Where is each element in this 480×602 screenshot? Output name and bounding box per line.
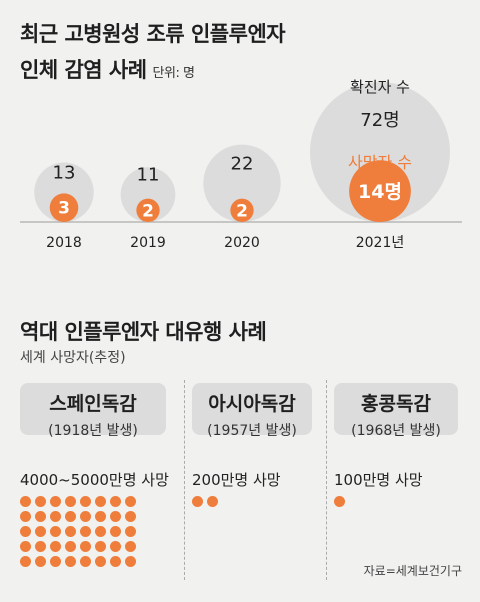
death-value-label: 2 bbox=[236, 201, 248, 221]
pandemic-2-name: 아시아독감 bbox=[208, 393, 296, 415]
category-label: 2018 bbox=[46, 235, 82, 251]
divider-1 bbox=[184, 380, 185, 580]
death-dot bbox=[80, 496, 91, 507]
death-dot bbox=[207, 496, 218, 507]
death-dot bbox=[80, 526, 91, 537]
death-dot bbox=[50, 556, 61, 567]
death-dot bbox=[20, 556, 31, 567]
pandemic-1-year: (1918년 발생) bbox=[48, 423, 138, 439]
death-dot bbox=[50, 496, 61, 507]
death-bubble bbox=[230, 198, 254, 222]
category-label: 2020 bbox=[224, 235, 260, 251]
pandemic-2-deaths: 200만명 사망 bbox=[192, 471, 281, 489]
confirmed-bubble bbox=[120, 167, 176, 222]
death-dot bbox=[95, 556, 106, 567]
confirmed-value-label: 13 bbox=[53, 162, 76, 183]
death-value-label: 2 bbox=[142, 201, 154, 221]
chart-title-line2: 인체 감염 사례 단위: 명 bbox=[20, 54, 195, 84]
pandemic-title: 역대 인플루엔자 대유행 사례 bbox=[20, 320, 267, 344]
confirmed-bubble bbox=[203, 144, 281, 222]
death-dot bbox=[65, 541, 76, 552]
death-dot bbox=[35, 541, 46, 552]
death-dot bbox=[110, 496, 121, 507]
death-dot bbox=[35, 526, 46, 537]
pandemic-2-year: (1957년 발생) bbox=[207, 423, 297, 439]
chart-title-line1: 최근 고병원성 조류 인플루엔자 bbox=[20, 22, 286, 46]
death-dot bbox=[65, 511, 76, 522]
confirmed-value-label: 11 bbox=[137, 165, 160, 186]
confirmed-legend-label: 확진자 수 bbox=[350, 78, 410, 96]
pandemic-1-header: 스페인독감 (1918년 발생) bbox=[20, 383, 166, 439]
category-label: 2021년 bbox=[356, 235, 405, 251]
death-dot bbox=[125, 496, 136, 507]
death-dot bbox=[110, 556, 121, 567]
confirmed-value-label: 72명 bbox=[360, 110, 399, 131]
death-value-label: 14명 bbox=[358, 181, 402, 203]
death-bubble bbox=[349, 160, 411, 222]
death-dot bbox=[50, 526, 61, 537]
death-dot bbox=[334, 496, 345, 507]
pandemic-1-deaths: 4000~5000만명 사망 bbox=[20, 471, 169, 489]
death-dot bbox=[110, 511, 121, 522]
death-dot bbox=[20, 511, 31, 522]
divider-2 bbox=[326, 380, 327, 580]
pandemic-3-deaths: 100만명 사망 bbox=[334, 471, 423, 489]
death-dot bbox=[125, 511, 136, 522]
death-dot bbox=[35, 556, 46, 567]
confirmed-bubble bbox=[34, 162, 94, 222]
death-dot bbox=[80, 511, 91, 522]
death-legend-label: 사망자 수 bbox=[348, 153, 412, 172]
pandemic-3-name: 홍콩독감 bbox=[361, 393, 431, 415]
death-dot bbox=[65, 556, 76, 567]
death-dot bbox=[20, 496, 31, 507]
death-dot bbox=[192, 496, 203, 507]
death-bubble bbox=[49, 193, 79, 222]
death-dot bbox=[65, 496, 76, 507]
death-dot bbox=[95, 511, 106, 522]
death-value-label: 3 bbox=[58, 199, 70, 219]
death-dot bbox=[95, 526, 106, 537]
death-dot bbox=[35, 511, 46, 522]
pandemic-2-header: 아시아독감 (1957년 발생) bbox=[192, 383, 312, 439]
death-dot bbox=[125, 541, 136, 552]
confirmed-bubble bbox=[310, 82, 450, 222]
death-bubble bbox=[136, 198, 160, 222]
pandemic-3-header: 홍콩독감 (1968년 발생) bbox=[334, 383, 458, 439]
unit-label: 단위: 명 bbox=[152, 66, 195, 81]
death-dot bbox=[80, 556, 91, 567]
chart-title-text: 인체 감염 사례 bbox=[20, 58, 147, 82]
death-dot bbox=[125, 556, 136, 567]
death-dot bbox=[50, 511, 61, 522]
death-dot bbox=[35, 496, 46, 507]
source-note: 자료=세계보건기구 bbox=[363, 564, 462, 578]
death-dot bbox=[80, 541, 91, 552]
confirmed-value-label: 22 bbox=[231, 153, 254, 174]
pandemic-1-name: 스페인독감 bbox=[49, 393, 137, 415]
death-dot bbox=[20, 541, 31, 552]
category-label: 2019 bbox=[130, 235, 166, 251]
pandemic-subtitle: 세계 사망자(추정) bbox=[20, 350, 126, 366]
death-dot bbox=[50, 541, 61, 552]
pandemic-3-year: (1968년 발생) bbox=[351, 423, 441, 439]
death-dot bbox=[95, 496, 106, 507]
death-dot bbox=[110, 541, 121, 552]
death-dot bbox=[20, 526, 31, 537]
death-dot bbox=[110, 526, 121, 537]
death-dot bbox=[65, 526, 76, 537]
death-dot bbox=[95, 541, 106, 552]
death-dot bbox=[125, 526, 136, 537]
